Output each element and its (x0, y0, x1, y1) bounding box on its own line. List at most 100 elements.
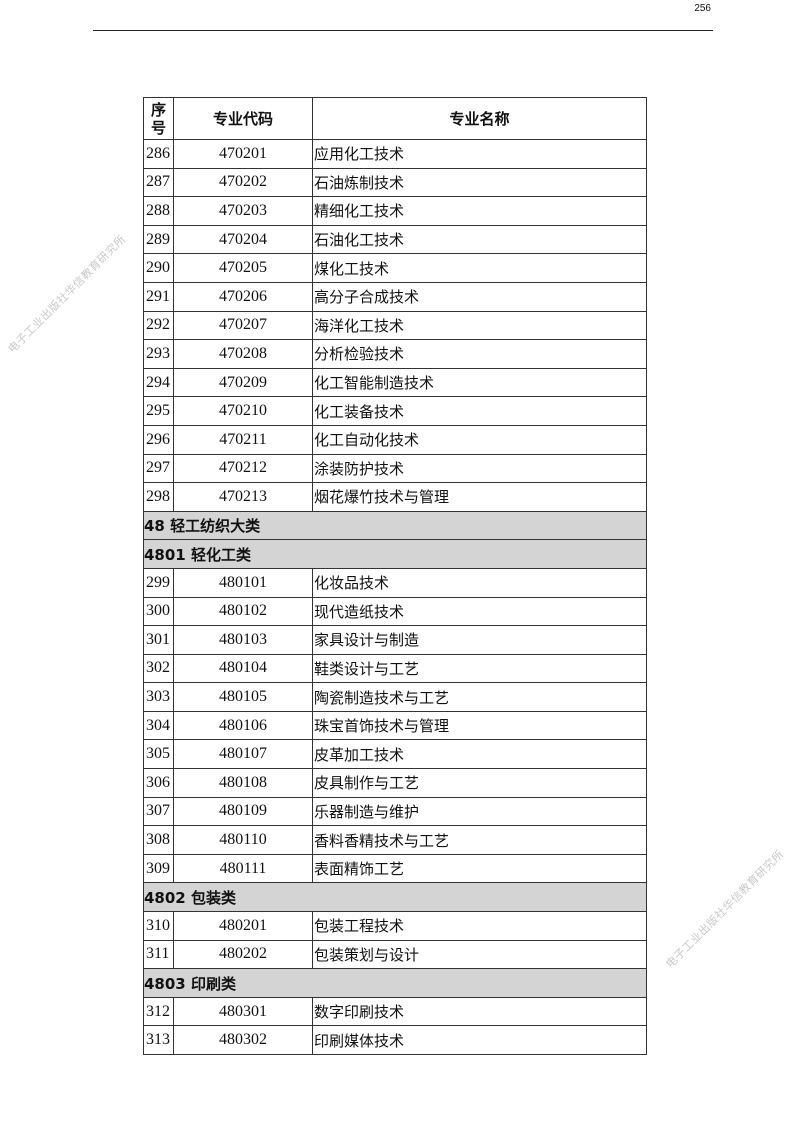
table-row: 299 480101 化妆品技术 (143, 567, 647, 598)
cell-seq: 303 (143, 682, 174, 712)
cell-seq: 294 (143, 367, 174, 398)
cell-name: 香料香精技术与工艺 (312, 825, 647, 855)
table-header-row: 序号 专业代码 专业名称 (143, 97, 647, 140)
cell-name: 表面精饰工艺 (312, 853, 647, 884)
cell-seq: 306 (143, 768, 174, 798)
cell-seq: 313 (143, 1025, 174, 1055)
page-number: 256 (694, 3, 711, 14)
cell-name: 陶瓷制造技术与工艺 (312, 682, 647, 712)
section-row: 4801 轻化工类 (143, 539, 647, 569)
cell-seq: 289 (143, 224, 174, 255)
section-row: 48 轻工纺织大类 (143, 510, 647, 541)
cell-code: 470212 (173, 453, 313, 484)
cell-code: 480201 (173, 911, 313, 941)
cell-name: 乐器制造与维护 (312, 796, 647, 827)
table-row: 286 470201 应用化工技术 (143, 139, 647, 169)
cell-code: 480302 (173, 1025, 313, 1055)
cell-code: 470201 (173, 139, 313, 169)
cell-code: 470205 (173, 253, 313, 283)
cell-seq: 299 (143, 567, 174, 598)
watermark: 电子工业出版社华信教育研究所 (5, 232, 129, 356)
cell-code: 470209 (173, 367, 313, 398)
table-row: 304 480106 珠宝首饰技术与管理 (143, 710, 647, 741)
table-row: 311 480202 包装策划与设计 (143, 939, 647, 970)
cell-name: 精细化工技术 (312, 196, 647, 226)
cell-code: 470210 (173, 396, 313, 426)
cell-name: 分析检验技术 (312, 339, 647, 369)
table-row: 293 470208 分析检验技术 (143, 339, 647, 369)
table-row: 288 470203 精细化工技术 (143, 196, 647, 226)
cell-code: 470204 (173, 224, 313, 255)
cell-name: 现代造纸技术 (312, 596, 647, 627)
cell-code: 480104 (173, 653, 313, 684)
cell-code: 480111 (173, 853, 313, 884)
section-row: 4803 印刷类 (143, 968, 647, 998)
header-name: 专业名称 (312, 97, 647, 140)
cell-seq: 308 (143, 825, 174, 855)
cell-code: 470206 (173, 281, 313, 312)
cell-code: 480105 (173, 682, 313, 712)
cell-seq: 293 (143, 339, 174, 369)
cell-seq: 311 (143, 939, 174, 970)
section-title: 4801 轻化工类 (143, 539, 647, 569)
table-row: 298 470213 烟花爆竹技术与管理 (143, 482, 647, 512)
header-rule (93, 30, 713, 31)
majors-table: 序号 专业代码 专业名称 286 470201 应用化工技术 287 470202 石油炼… (143, 97, 647, 1055)
cell-name: 家具设计与制造 (312, 625, 647, 655)
section-title: 48 轻工纺织大类 (143, 510, 647, 541)
cell-name: 高分子合成技术 (312, 281, 647, 312)
cell-seq: 309 (143, 853, 174, 884)
table-row: 300 480102 现代造纸技术 (143, 596, 647, 627)
table-row: 307 480109 乐器制造与维护 (143, 796, 647, 827)
cell-name: 印刷媒体技术 (312, 1025, 647, 1055)
section-title: 4802 包装类 (143, 882, 647, 913)
cell-seq: 286 (143, 139, 174, 169)
table-row: 295 470210 化工装备技术 (143, 396, 647, 426)
cell-name: 数字印刷技术 (312, 996, 647, 1027)
cell-code: 480103 (173, 625, 313, 655)
cell-name: 石油炼制技术 (312, 167, 647, 198)
cell-name: 化工装备技术 (312, 396, 647, 426)
cell-seq: 297 (143, 453, 174, 484)
table-row: 287 470202 石油炼制技术 (143, 167, 647, 198)
cell-code: 470213 (173, 482, 313, 512)
section-title: 4803 印刷类 (143, 968, 647, 998)
cell-seq: 301 (143, 625, 174, 655)
cell-name: 煤化工技术 (312, 253, 647, 283)
cell-seq: 295 (143, 396, 174, 426)
table-row: 290 470205 煤化工技术 (143, 253, 647, 283)
table-row: 305 480107 皮革加工技术 (143, 739, 647, 770)
cell-code: 480110 (173, 825, 313, 855)
cell-seq: 307 (143, 796, 174, 827)
table-row: 296 470211 化工自动化技术 (143, 424, 647, 455)
cell-name: 化妆品技术 (312, 567, 647, 598)
cell-name: 包装工程技术 (312, 911, 647, 941)
cell-seq: 298 (143, 482, 174, 512)
cell-seq: 310 (143, 911, 174, 941)
cell-name: 应用化工技术 (312, 139, 647, 169)
cell-code: 480202 (173, 939, 313, 970)
cell-code: 480301 (173, 996, 313, 1027)
table-row: 313 480302 印刷媒体技术 (143, 1025, 647, 1055)
cell-name: 鞋类设计与工艺 (312, 653, 647, 684)
cell-name: 珠宝首饰技术与管理 (312, 710, 647, 741)
cell-name: 涂装防护技术 (312, 453, 647, 484)
cell-seq: 296 (143, 424, 174, 455)
cell-name: 皮具制作与工艺 (312, 768, 647, 798)
cell-name: 化工自动化技术 (312, 424, 647, 455)
cell-code: 470211 (173, 424, 313, 455)
header-seq: 序号 (143, 97, 174, 140)
watermark: 电子工业出版社华信教育研究所 (663, 847, 787, 971)
table-row: 309 480111 表面精饰工艺 (143, 853, 647, 884)
cell-name: 化工智能制造技术 (312, 367, 647, 398)
cell-code: 470203 (173, 196, 313, 226)
cell-code: 480102 (173, 596, 313, 627)
cell-code: 480109 (173, 796, 313, 827)
cell-seq: 292 (143, 310, 174, 341)
table-row: 294 470209 化工智能制造技术 (143, 367, 647, 398)
table-row: 312 480301 数字印刷技术 (143, 996, 647, 1027)
cell-seq: 287 (143, 167, 174, 198)
cell-code: 480101 (173, 567, 313, 598)
table-row: 303 480105 陶瓷制造技术与工艺 (143, 682, 647, 712)
cell-seq: 300 (143, 596, 174, 627)
